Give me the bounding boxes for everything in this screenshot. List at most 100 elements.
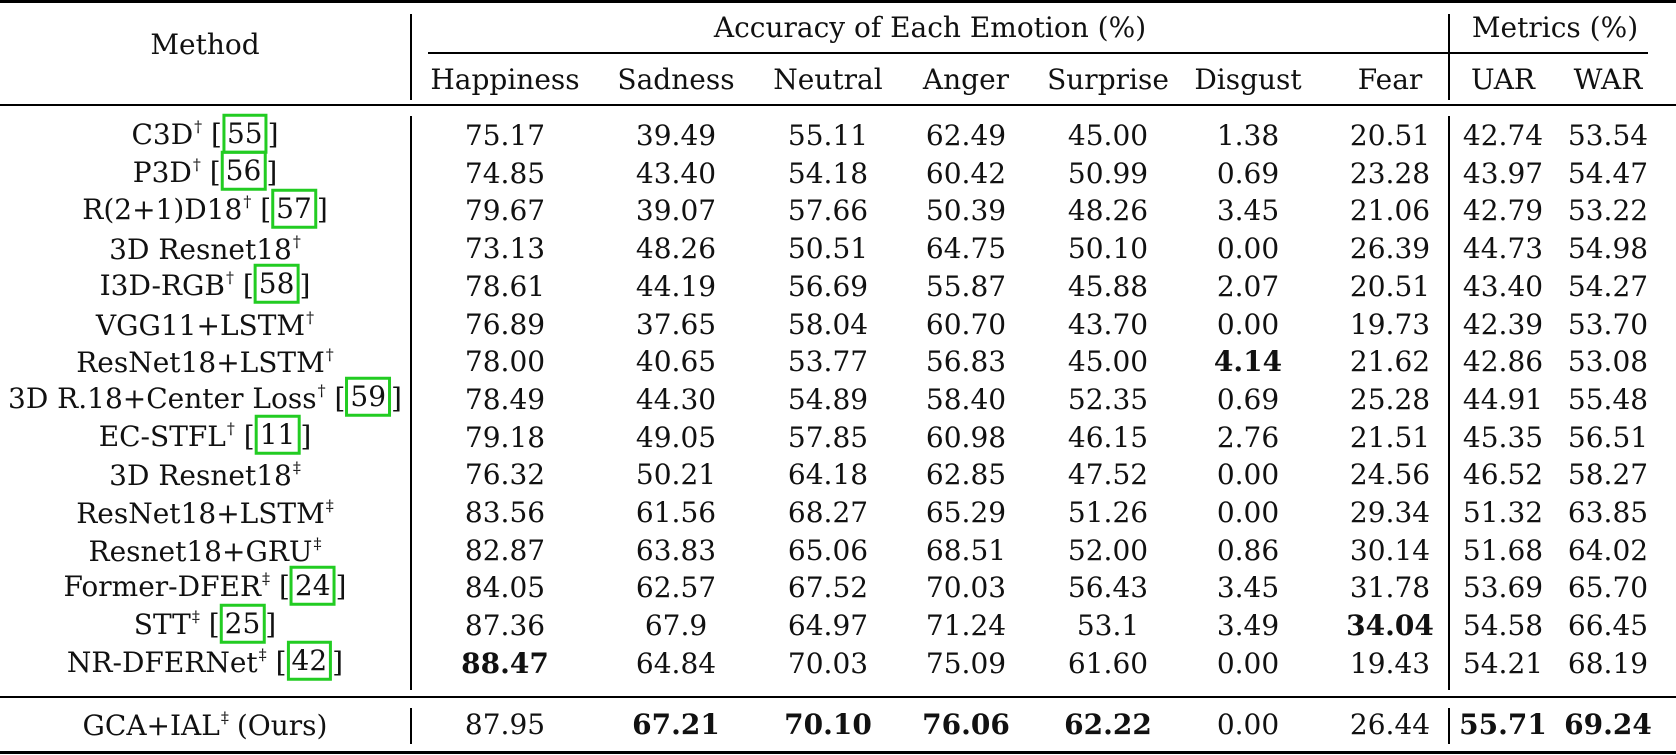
value-cell: 51.26: [1067, 496, 1149, 529]
method-name-cell: 3D Resnet18‡: [109, 460, 301, 490]
value-cell: 69.24: [1564, 708, 1652, 741]
value-cell: 4.14: [1213, 345, 1283, 379]
metrics-separator-body: [1448, 116, 1450, 690]
value-cell: 56.43: [1067, 571, 1149, 605]
value-cell: 64.97: [787, 609, 869, 643]
value-cell: 0.00: [1216, 307, 1280, 341]
method-separator-ours: [410, 708, 412, 744]
method-superscript: †: [306, 307, 315, 327]
value-cell: 65.29: [925, 496, 1007, 529]
value-cell: 56.69: [787, 269, 869, 303]
method-superscript: †: [292, 232, 301, 252]
value-cell: 64.75: [925, 232, 1007, 266]
value-cell: 54.98: [1567, 232, 1649, 266]
value-cell: 30.14: [1349, 533, 1431, 567]
value-cell: 60.42: [925, 156, 1007, 190]
metrics-separator-ours: [1448, 708, 1450, 744]
value-cell: 53.22: [1567, 194, 1649, 228]
ours-rule: [0, 696, 1676, 698]
method-name-cell: 3D R.18+Center Loss† [59]: [8, 377, 402, 418]
citation-link[interactable]: 25: [219, 603, 266, 644]
value-cell: 70.03: [925, 571, 1007, 605]
value-cell: 44.91: [1462, 382, 1544, 416]
citation-link[interactable]: 55: [221, 113, 268, 154]
method-superscript: ‡: [191, 606, 200, 626]
column-header-anger: Anger: [922, 63, 1010, 96]
citation-link[interactable]: 11: [254, 414, 301, 455]
value-cell: 68.19: [1567, 646, 1649, 680]
citation-link[interactable]: 42: [286, 641, 333, 682]
value-cell: 50.99: [1067, 156, 1149, 190]
value-cell: 45.00: [1067, 119, 1149, 152]
value-cell: 3.49: [1216, 609, 1280, 643]
value-cell: 44.19: [635, 269, 717, 303]
method-superscript: ‡: [313, 533, 322, 553]
method-superscript: †: [243, 192, 252, 212]
citation-link[interactable]: 56: [220, 150, 267, 191]
method-name: 3D R.18+Center Loss: [8, 381, 317, 415]
column-header-fear: Fear: [1357, 63, 1423, 96]
value-cell: 42.39: [1462, 307, 1544, 341]
method-name: P3D: [132, 155, 192, 189]
column-header-war: WAR: [1573, 63, 1643, 96]
value-cell: 51.68: [1462, 533, 1544, 567]
method-superscript: †: [194, 116, 203, 136]
value-cell: 67.9: [644, 609, 708, 643]
value-cell: 68.51: [925, 533, 1007, 567]
value-cell: 53.69: [1462, 571, 1544, 605]
value-cell: 53.54: [1567, 119, 1649, 152]
value-cell: 84.05: [464, 571, 546, 605]
value-cell: 25.28: [1349, 382, 1431, 416]
value-cell: 0.69: [1216, 382, 1280, 416]
value-cell: 62.85: [925, 458, 1007, 492]
value-cell: 79.67: [464, 194, 546, 228]
method-superscript: ‡: [220, 708, 229, 727]
method-name: R(2+1)D18: [82, 193, 243, 227]
citation-link[interactable]: 58: [253, 264, 300, 305]
value-cell: 73.13: [464, 232, 546, 266]
value-cell: 65.70: [1567, 571, 1649, 605]
value-cell: 29.34: [1349, 496, 1431, 529]
value-cell: 54.27: [1567, 269, 1649, 303]
value-cell: 82.87: [464, 533, 546, 567]
value-cell: 60.98: [925, 420, 1007, 454]
value-cell: 40.65: [635, 345, 717, 379]
value-cell: 58.40: [925, 382, 1007, 416]
value-cell: 87.95: [464, 708, 546, 741]
citation-link[interactable]: 57: [271, 188, 317, 229]
value-cell: 39.49: [635, 119, 717, 152]
value-cell: 26.39: [1349, 232, 1431, 266]
method-name-cell: C3D† [55]: [131, 113, 279, 154]
column-header-disgust: Disgust: [1194, 63, 1302, 96]
method-name: I3D-RGB: [99, 268, 225, 302]
method-superscript: ‡: [262, 569, 271, 589]
value-cell: 74.85: [464, 156, 546, 190]
value-cell: 53.77: [787, 345, 869, 379]
value-cell: 88.47: [461, 646, 549, 680]
value-cell: 34.04: [1346, 609, 1434, 643]
column-header-sadness: Sadness: [617, 63, 735, 96]
value-cell: 52.00: [1067, 533, 1149, 567]
column-header-neutral: Neutral: [773, 63, 883, 96]
value-cell: 51.32: [1462, 496, 1544, 529]
value-cell: 66.45: [1567, 609, 1649, 643]
value-cell: 76.06: [922, 708, 1010, 741]
method-name: Resnet18+GRU: [88, 534, 313, 568]
value-cell: 53.1: [1076, 609, 1140, 643]
value-cell: 78.49: [464, 382, 546, 416]
metrics-separator-header: [1448, 14, 1450, 100]
value-cell: 2.76: [1216, 420, 1280, 454]
citation-link[interactable]: 24: [289, 565, 336, 606]
emotion-group-header: Accuracy of Each Emotion (%): [713, 11, 1147, 44]
value-cell: 20.51: [1349, 119, 1431, 152]
value-cell: 53.70: [1567, 307, 1649, 341]
value-cell: 62.22: [1064, 708, 1152, 741]
value-cell: 43.97: [1462, 156, 1544, 190]
method-name-cell: 3D Resnet18†: [109, 234, 301, 264]
value-cell: 61.60: [1067, 646, 1149, 680]
citation-link[interactable]: 59: [345, 377, 392, 418]
method-name: 3D Resnet18: [109, 459, 292, 493]
value-cell: 50.39: [925, 194, 1007, 228]
value-cell: 43.70: [1067, 307, 1149, 341]
method-name-cell: Former-DFER‡ [24]: [64, 565, 346, 606]
